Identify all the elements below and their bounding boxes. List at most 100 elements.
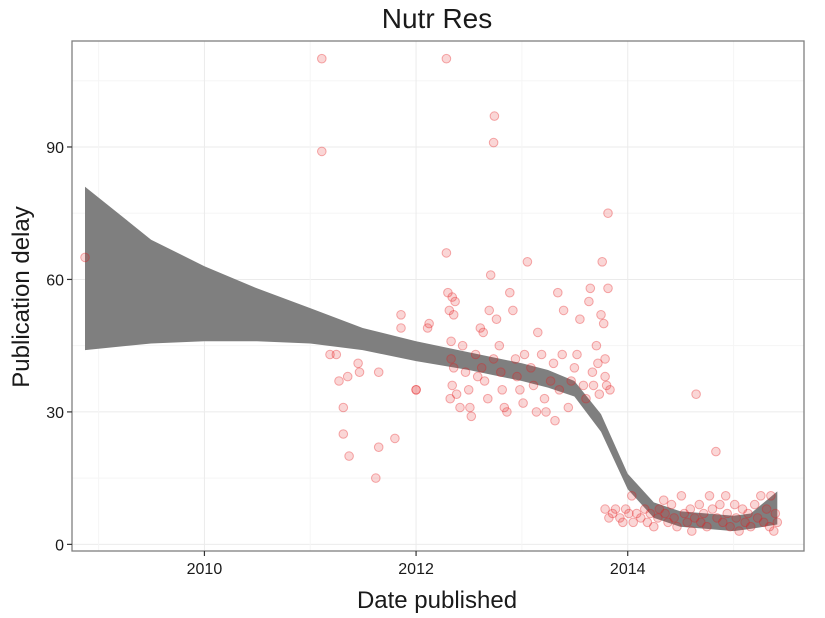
data-point bbox=[600, 371, 610, 382]
data-point bbox=[472, 371, 483, 382]
y-tick-label: 30 bbox=[46, 405, 64, 422]
data-point bbox=[344, 451, 354, 461]
data-point bbox=[745, 521, 756, 532]
data-point bbox=[676, 491, 687, 501]
data-point bbox=[722, 508, 733, 519]
data-point bbox=[441, 53, 452, 64]
y-tick-label: 90 bbox=[46, 140, 64, 157]
data-point bbox=[470, 349, 481, 360]
data-point bbox=[696, 517, 706, 528]
data-point bbox=[424, 318, 434, 329]
data-point bbox=[396, 323, 406, 333]
data-point bbox=[446, 336, 456, 347]
data-point bbox=[354, 367, 365, 378]
data-point bbox=[536, 349, 547, 360]
data-point bbox=[557, 349, 568, 360]
data-point bbox=[508, 305, 518, 316]
data-point bbox=[758, 517, 769, 528]
data-point bbox=[488, 354, 499, 364]
data-point bbox=[598, 318, 609, 329]
x-tick-label: 2012 bbox=[398, 561, 434, 578]
data-point bbox=[317, 146, 327, 157]
data-point bbox=[563, 402, 574, 413]
data-point bbox=[689, 513, 700, 523]
data-point bbox=[373, 367, 384, 378]
x-tick-label: 2014 bbox=[610, 561, 646, 578]
data-point bbox=[334, 376, 344, 386]
data-point bbox=[600, 354, 610, 364]
data-point bbox=[761, 504, 772, 514]
data-point bbox=[465, 402, 475, 413]
gridlines bbox=[72, 41, 804, 551]
data-point bbox=[533, 327, 543, 338]
data-point bbox=[575, 314, 585, 325]
data-point bbox=[679, 508, 690, 519]
data-point bbox=[756, 491, 766, 501]
data-point bbox=[494, 340, 505, 351]
data-point bbox=[584, 296, 594, 307]
data-point bbox=[497, 385, 508, 395]
data-point bbox=[553, 287, 563, 298]
data-point bbox=[734, 526, 744, 536]
data-point bbox=[585, 283, 596, 294]
data-point bbox=[769, 526, 779, 536]
data-point bbox=[566, 376, 577, 386]
data-point bbox=[687, 526, 697, 536]
data-point bbox=[603, 283, 613, 294]
data-point bbox=[338, 402, 349, 413]
data-point bbox=[594, 389, 605, 400]
data-point bbox=[447, 292, 458, 302]
data-point bbox=[578, 380, 589, 391]
data-point bbox=[663, 517, 673, 528]
data-point bbox=[541, 407, 551, 417]
data-point bbox=[770, 508, 781, 519]
data-point bbox=[640, 504, 650, 514]
data-point bbox=[601, 380, 612, 391]
data-point bbox=[624, 508, 634, 519]
data-point bbox=[512, 371, 522, 382]
data-point bbox=[715, 499, 725, 510]
data-point bbox=[591, 340, 602, 351]
data-point bbox=[740, 517, 750, 528]
data-point bbox=[707, 504, 718, 514]
data-point bbox=[475, 323, 486, 333]
data-point bbox=[743, 508, 753, 519]
y-tick-label: 0 bbox=[55, 537, 64, 554]
data-point bbox=[422, 323, 433, 333]
data-point bbox=[455, 402, 465, 413]
data-point bbox=[764, 521, 775, 532]
data-point bbox=[476, 363, 487, 373]
data-point bbox=[548, 358, 559, 369]
data-point bbox=[704, 491, 715, 501]
data-point bbox=[603, 208, 613, 218]
data-point bbox=[666, 499, 677, 510]
data-point bbox=[618, 517, 628, 528]
data-point bbox=[604, 513, 614, 523]
data-point bbox=[636, 513, 646, 523]
data-point bbox=[607, 508, 618, 519]
data-point bbox=[669, 513, 679, 523]
data-point bbox=[450, 296, 460, 307]
data-point bbox=[447, 380, 458, 391]
data-point bbox=[488, 137, 499, 148]
data-point bbox=[649, 521, 659, 532]
data-point bbox=[766, 491, 776, 501]
data-point bbox=[371, 473, 381, 483]
data-point bbox=[711, 446, 721, 457]
data-point bbox=[441, 248, 452, 258]
data-point bbox=[460, 367, 471, 378]
data-point bbox=[752, 513, 763, 523]
smooth-band-layer bbox=[85, 186, 778, 532]
data-point bbox=[596, 310, 606, 320]
data-point bbox=[545, 376, 556, 386]
data-point bbox=[539, 393, 550, 404]
data-point bbox=[620, 504, 631, 514]
plot-panel-border bbox=[71, 40, 805, 552]
data-point bbox=[510, 354, 521, 364]
data-point bbox=[572, 349, 582, 360]
data-point bbox=[749, 499, 760, 510]
data-point bbox=[653, 513, 663, 523]
y-axis-title: Publication delay bbox=[8, 206, 35, 387]
data-point bbox=[554, 385, 565, 395]
data-point bbox=[550, 415, 560, 426]
